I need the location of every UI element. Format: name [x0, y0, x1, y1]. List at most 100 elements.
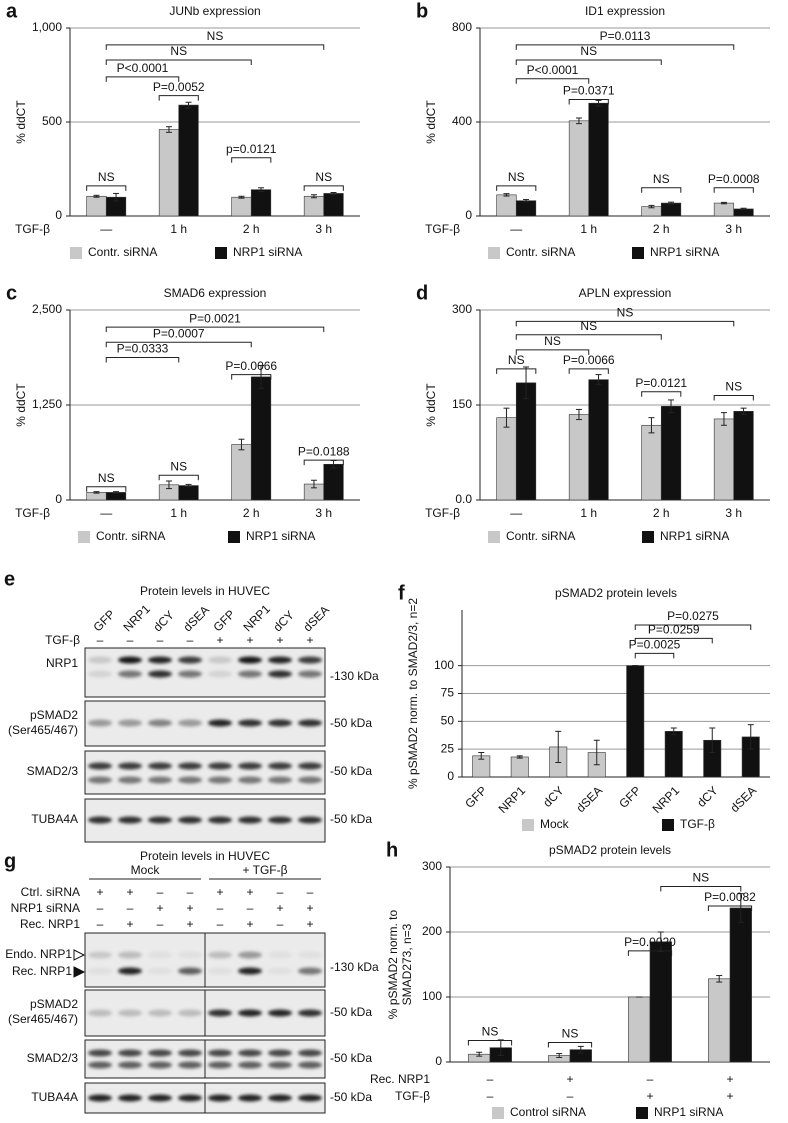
bracket — [105, 59, 252, 65]
band — [178, 719, 202, 727]
band — [118, 1009, 142, 1017]
lane-label: dCY — [150, 608, 176, 634]
annotation: NS — [315, 170, 332, 184]
condition-label: NRP1 siRNA — [11, 901, 80, 915]
band — [268, 1049, 292, 1057]
bracket — [105, 326, 325, 333]
band — [238, 719, 262, 727]
bar — [231, 444, 252, 501]
band — [178, 1049, 202, 1057]
band — [88, 1061, 112, 1069]
band — [298, 967, 322, 975]
condition-value: + — [96, 885, 103, 899]
band — [268, 1009, 292, 1017]
band — [238, 762, 262, 770]
legend-label: NRP1 siRNA — [654, 1105, 723, 1119]
lane-label: NRP1 — [120, 602, 153, 635]
band — [88, 1009, 112, 1017]
band — [148, 670, 172, 678]
chart-title: APLN expression — [579, 286, 672, 300]
kda-label: -50 kDa — [330, 1051, 372, 1065]
band — [268, 656, 292, 664]
annotation: P=0.0020 — [624, 935, 676, 949]
band — [208, 816, 232, 824]
y-tick-label: 2,500 — [32, 302, 62, 316]
band — [298, 1009, 322, 1017]
lane-label: NRP1 — [240, 602, 273, 635]
bar — [660, 202, 682, 217]
y-tick-label: 25 — [441, 741, 455, 755]
legend-swatch — [642, 531, 654, 543]
annotation: P=0.0121 — [635, 376, 687, 390]
legend-swatch — [522, 819, 534, 831]
band — [148, 656, 172, 664]
condition-value: + — [216, 633, 223, 647]
annotation: NS — [482, 1025, 499, 1039]
legend-swatch — [662, 819, 674, 831]
bar — [713, 418, 735, 501]
y-tick-label: 0 — [447, 769, 454, 783]
annotation: P=0.0021 — [189, 311, 241, 325]
x-tick-label: — — [100, 222, 112, 236]
annotation: P=0.0188 — [298, 444, 350, 458]
x-row-value: + — [726, 1089, 733, 1103]
row-label: SMAD2/3 — [27, 764, 79, 778]
legend-swatch — [228, 531, 240, 543]
annotation: P=0.0008 — [708, 172, 760, 186]
annotation: P=0.0052 — [153, 80, 205, 94]
bar — [515, 200, 537, 217]
legend-label: NRP1 siRNA — [233, 245, 302, 259]
y-tick-label: 1,000 — [32, 20, 62, 34]
bracket — [231, 374, 272, 380]
group-label: + TGF-β — [242, 863, 287, 877]
condition-value: + — [126, 917, 133, 931]
y-tick-label: 75 — [441, 686, 455, 700]
x-axis-label: TGF-β — [425, 506, 460, 520]
annotation: NS — [580, 44, 597, 58]
y-tick-label: 200 — [422, 924, 442, 938]
band — [148, 1094, 172, 1102]
chart-title: ID1 expression — [585, 4, 665, 18]
legend-label: NRP1 siRNA — [650, 245, 719, 259]
lane-label: GFP — [90, 607, 117, 634]
annotation: NS — [692, 871, 709, 885]
x-row-value: + — [726, 1072, 733, 1086]
legend-label: Contr. siRNA — [96, 529, 165, 543]
bar — [496, 417, 517, 501]
y-tick-label: 300 — [452, 302, 472, 316]
band — [238, 967, 262, 975]
row-label: TUBA4A — [31, 1090, 78, 1104]
band — [298, 1049, 322, 1057]
annotation: P=0.0066 — [563, 353, 615, 367]
lane-label: dSEA — [180, 603, 212, 635]
bracket — [707, 905, 753, 911]
x-tick-label: 3 h — [725, 222, 742, 236]
x-row-value: – — [487, 1072, 494, 1086]
x-tick-label: GFP — [616, 783, 643, 810]
legend-label: Control siRNA — [510, 1105, 586, 1119]
condition-value: + — [306, 917, 313, 931]
bar — [729, 907, 752, 1063]
annotation: P=0.0113 — [600, 29, 651, 43]
x-axis-label: TGF-β — [425, 222, 460, 236]
band — [178, 816, 202, 824]
x-row-value: + — [566, 1072, 573, 1086]
x-tick-label: NRP1 — [650, 783, 683, 816]
bracket — [105, 341, 252, 348]
lane-label: GFP — [210, 607, 237, 634]
bracket — [641, 391, 682, 397]
bracket — [713, 187, 754, 193]
condition-value: – — [127, 901, 134, 915]
annotation: p=0.0121 — [226, 142, 277, 156]
band — [148, 1061, 172, 1069]
band — [88, 762, 112, 770]
band — [208, 1094, 232, 1102]
band — [148, 951, 172, 959]
bar — [323, 463, 344, 501]
condition-value: + — [186, 917, 193, 931]
band — [268, 776, 292, 784]
legend-label: TGF-β — [680, 817, 715, 831]
bar — [178, 104, 199, 217]
bar — [641, 424, 662, 501]
band — [208, 1061, 232, 1069]
